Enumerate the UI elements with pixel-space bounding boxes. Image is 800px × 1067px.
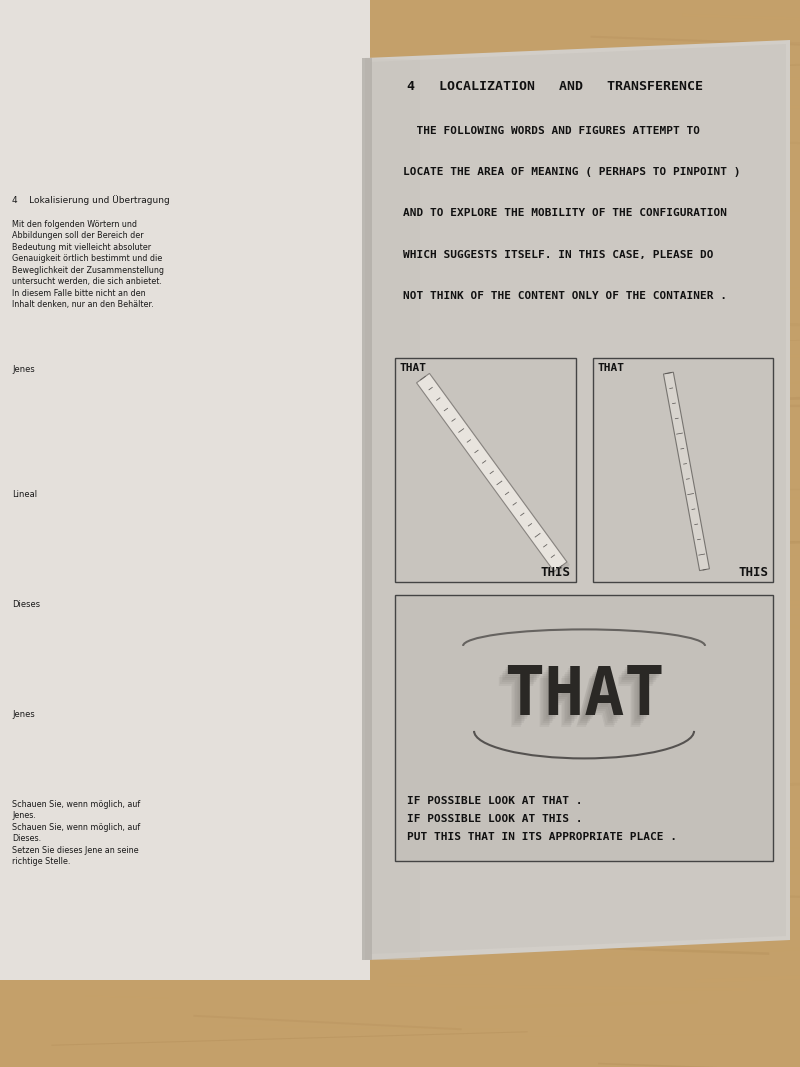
Text: THIS: THIS [541, 566, 570, 578]
Polygon shape [0, 0, 370, 980]
Text: THAT: THAT [598, 363, 625, 373]
Polygon shape [365, 39, 790, 960]
Text: 4   LOCALIZATION   AND   TRANSFERENCE: 4 LOCALIZATION AND TRANSFERENCE [406, 80, 702, 93]
Polygon shape [419, 377, 570, 574]
Text: Mit den folgenden Wörtern und
Abbildungen soll der Bereich der
Bedeutung mit vie: Mit den folgenden Wörtern und Abbildunge… [12, 220, 164, 309]
Text: WHICH SUGGESTS ITSELF. IN THIS CASE, PLEASE DO: WHICH SUGGESTS ITSELF. IN THIS CASE, PLE… [402, 250, 713, 259]
Text: IF POSSIBLE LOOK AT THIS .: IF POSSIBLE LOOK AT THIS . [407, 814, 582, 824]
Text: THAT: THAT [400, 363, 427, 373]
Bar [593, 359, 773, 582]
Polygon shape [417, 373, 567, 572]
Text: THAT: THAT [499, 669, 660, 735]
Text: Jenes: Jenes [12, 710, 34, 719]
Text: Lineal: Lineal [12, 490, 37, 499]
Text: Dieses: Dieses [12, 600, 40, 609]
Text: THAT: THAT [496, 673, 657, 739]
Bar [395, 594, 773, 861]
Text: THIS: THIS [738, 566, 768, 578]
Text: THAT: THAT [504, 663, 664, 729]
Text: THE FOLLOWING WORDS AND FIGURES ATTEMPT TO: THE FOLLOWING WORDS AND FIGURES ATTEMPT … [402, 126, 699, 136]
Text: Schauen Sie, wenn möglich, auf
Jenes.
Schauen Sie, wenn möglich, auf
Dieses.
Set: Schauen Sie, wenn möglich, auf Jenes. Sc… [12, 800, 140, 866]
Text: THAT: THAT [498, 671, 658, 737]
Text: PUT THIS THAT IN ITS APPROPRIATE PLACE .: PUT THIS THAT IN ITS APPROPRIATE PLACE . [407, 832, 677, 842]
Polygon shape [362, 58, 372, 960]
Bar [395, 359, 575, 582]
Text: Jenes: Jenes [12, 365, 34, 375]
Text: IF POSSIBLE LOOK AT THAT .: IF POSSIBLE LOOK AT THAT . [407, 796, 582, 807]
Text: 4    Lokalisierung und Übertragung: 4 Lokalisierung und Übertragung [12, 195, 170, 205]
Polygon shape [362, 58, 420, 960]
Polygon shape [370, 44, 786, 954]
Text: THAT: THAT [494, 675, 655, 740]
Text: NOT THINK OF THE CONTENT ONLY OF THE CONTAINER .: NOT THINK OF THE CONTENT ONLY OF THE CON… [402, 291, 726, 301]
Text: THAT: THAT [501, 667, 662, 733]
Text: AND TO EXPLORE THE MOBILITY OF THE CONFIGURATION: AND TO EXPLORE THE MOBILITY OF THE CONFI… [402, 208, 726, 219]
Text: THAT: THAT [502, 665, 662, 731]
Polygon shape [663, 372, 710, 571]
Text: LOCATE THE AREA OF MEANING ( PERHAPS TO PINPOINT ): LOCATE THE AREA OF MEANING ( PERHAPS TO … [402, 168, 740, 177]
